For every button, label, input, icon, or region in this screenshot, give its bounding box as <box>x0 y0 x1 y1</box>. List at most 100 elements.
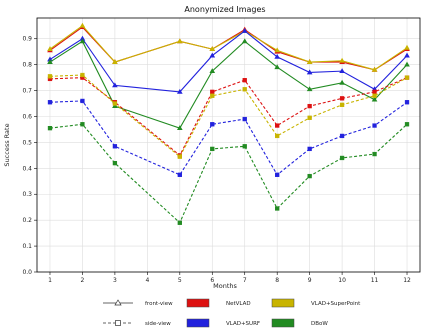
data-point-dbow-front-view <box>241 38 248 44</box>
y-tick-label: 0.7 <box>22 88 32 95</box>
data-point-netvlad-side-view <box>210 89 215 95</box>
data-point-vlad-surf-front-view <box>241 27 248 33</box>
y-tick-label: 0.8 <box>22 62 32 69</box>
x-tick-label: 12 <box>403 277 411 284</box>
data-point-dbow-front-view <box>47 59 53 64</box>
data-point-vlad-superpoint-front-view <box>79 22 86 28</box>
x-tick-label: 2 <box>81 277 85 284</box>
data-point-vlad-surf-side-view <box>47 100 53 105</box>
data-point-dbow-side-view <box>339 155 345 161</box>
x-tick-label: 9 <box>308 277 312 284</box>
legend-marker-front-view <box>114 299 122 306</box>
data-point-dbow-side-view <box>210 146 215 152</box>
plot-frame <box>36 17 421 273</box>
data-point-vlad-superpoint-side-view <box>275 133 280 139</box>
data-point-dbow-front-view <box>79 38 86 44</box>
data-point-vlad-surf-side-view <box>404 100 410 105</box>
data-point-vlad-superpoint-front-view <box>274 47 281 53</box>
data-point-vlad-superpoint-front-view <box>404 44 410 50</box>
series-line-dbow-side-view <box>49 123 408 224</box>
data-point-netvlad-side-view <box>275 123 280 128</box>
data-point-vlad-superpoint-side-view <box>210 93 215 98</box>
legend-swatch-netvlad <box>186 298 210 308</box>
data-point-dbow-front-view <box>209 68 216 74</box>
y-tick-label: 0.0 <box>22 269 32 276</box>
legend-label-front-view: front-view <box>145 301 173 307</box>
data-point-dbow-side-view <box>177 220 182 225</box>
y-tick-label: 0.4 <box>22 165 32 172</box>
data-point-dbow-front-view <box>404 61 410 67</box>
x-tick-label: 6 <box>210 277 214 284</box>
data-point-vlad-surf-side-view <box>210 122 215 127</box>
legend-label-netvlad: NetVLAD <box>226 301 251 307</box>
y-tick-label: 0.9 <box>22 36 32 43</box>
data-point-vlad-surf-side-view <box>372 123 377 128</box>
legend-label-vlad-superpoint: VLAD+SuperPoint <box>311 301 361 307</box>
data-point-vlad-surf-front-view <box>274 53 281 59</box>
data-point-vlad-superpoint-front-view <box>371 66 378 72</box>
x-tick-label: 7 <box>243 277 247 284</box>
data-point-vlad-surf-side-view <box>112 144 118 149</box>
y-tick-label: 0.1 <box>22 243 32 250</box>
x-tick-label: 3 <box>113 277 117 284</box>
data-point-vlad-superpoint-front-view <box>47 46 53 52</box>
data-point-dbow-side-view <box>47 126 53 131</box>
legend-marker-side-view <box>115 320 121 326</box>
data-point-vlad-surf-side-view <box>339 133 345 139</box>
y-tick-label: 0.5 <box>22 139 32 146</box>
y-tick-label: 0.2 <box>22 217 32 224</box>
data-point-dbow-side-view <box>404 122 410 127</box>
data-point-vlad-surf-front-view <box>306 69 313 75</box>
x-tick-label: 11 <box>371 277 379 284</box>
data-point-vlad-surf-side-view <box>275 172 280 177</box>
data-point-vlad-surf-front-view <box>339 68 345 74</box>
data-point-dbow-side-view <box>80 122 85 127</box>
data-point-vlad-superpoint-side-view <box>404 75 410 80</box>
data-point-vlad-superpoint-side-view <box>112 101 118 106</box>
data-point-dbow-side-view <box>275 206 280 211</box>
data-point-dbow-side-view <box>242 144 247 149</box>
x-tick-label: 4 <box>145 277 149 284</box>
axes: 0.00.10.20.30.40.50.60.70.80.91 2 3 4 5 6 7 8 9 1… <box>22 17 421 284</box>
legend-swatch-vlad-surf <box>186 318 210 328</box>
data-point-dbow-front-view <box>112 103 118 109</box>
data-point-dbow-front-view <box>306 86 313 92</box>
data-point-dbow-front-view <box>339 79 345 85</box>
legend-swatch-dbow <box>271 318 295 328</box>
data-point-vlad-surf-front-view <box>209 52 216 58</box>
data-point-vlad-superpoint-side-view <box>372 93 377 98</box>
data-point-dbow-side-view <box>307 173 312 179</box>
data-point-vlad-surf-side-view <box>177 172 182 177</box>
data-point-vlad-surf-side-view <box>307 146 312 152</box>
data-point-dbow-side-view <box>112 160 118 166</box>
data-point-vlad-superpoint-side-view <box>47 74 53 79</box>
chart-title: Anonymized Images <box>184 5 265 14</box>
data-point-netvlad-side-view <box>242 78 247 83</box>
data-point-vlad-surf-front-view <box>112 82 118 88</box>
data-point-netvlad-side-view <box>372 89 377 95</box>
data-point-vlad-superpoint-side-view <box>242 87 247 92</box>
legend-label-vlad-surf: VLAD+SURF <box>226 321 260 327</box>
x-tick-label: 10 <box>338 277 346 284</box>
x-tick-label: 8 <box>275 277 279 284</box>
data-point-vlad-surf-side-view <box>242 116 247 122</box>
data-point-vlad-superpoint-front-view <box>112 59 118 64</box>
y-axis-label: Success Rate <box>3 123 11 166</box>
y-tick-label: 0.6 <box>22 113 32 120</box>
data-point-dbow-front-view <box>274 64 281 70</box>
data-point-vlad-surf-front-view <box>176 88 183 94</box>
data-point-netvlad-side-view <box>339 96 345 101</box>
y-tick-label: 0.3 <box>22 191 32 198</box>
data-point-vlad-superpoint-side-view <box>307 115 312 120</box>
data-point-dbow-front-view <box>371 96 378 102</box>
x-tick-label: 1 <box>48 277 52 284</box>
x-tick-label: 5 <box>178 277 182 284</box>
data-point-vlad-superpoint-side-view <box>177 154 182 159</box>
data-point-vlad-surf-side-view <box>80 98 85 104</box>
x-axis-label: Months <box>213 282 237 290</box>
data-point-vlad-superpoint-side-view <box>339 102 345 107</box>
data-point-vlad-superpoint-front-view <box>176 38 183 44</box>
data-point-vlad-superpoint-front-view <box>306 59 313 64</box>
data-point-vlad-superpoint-front-view <box>209 46 216 52</box>
